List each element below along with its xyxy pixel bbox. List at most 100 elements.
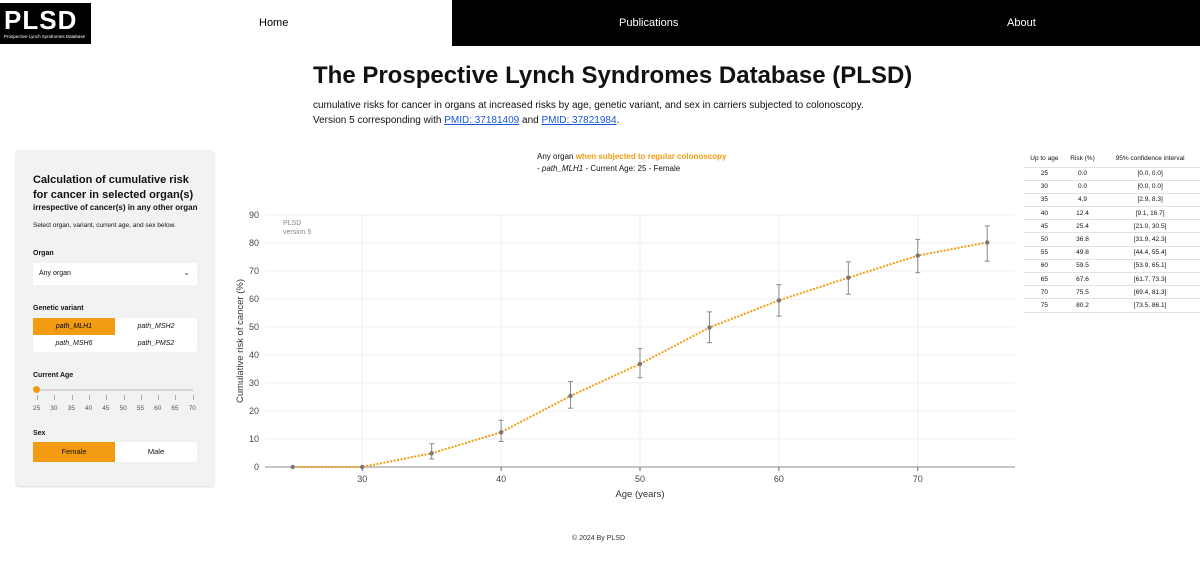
y-tick-label: 70: [249, 266, 259, 276]
pmid-link-2[interactable]: PMID: 37821984: [541, 115, 617, 126]
y-tick-label: 20: [249, 406, 259, 416]
variant-button-msh6[interactable]: path_MSH6: [55, 340, 93, 347]
table-cell-risk: 80.2: [1064, 298, 1101, 313]
table-cell-risk: 67.6: [1064, 271, 1101, 286]
table-cell-age: 65: [1024, 271, 1065, 286]
risk-point: [776, 298, 782, 303]
sex-selector: Female Male: [33, 442, 197, 462]
organ-select[interactable]: Any organ ⌄: [33, 263, 197, 285]
nav-about[interactable]: About: [1007, 17, 1036, 29]
end-period: .: [616, 115, 620, 126]
x-tick-label: 40: [496, 474, 506, 484]
table-cell-ci: [9.1, 16.7]: [1100, 206, 1200, 220]
x-tick-label: 60: [774, 474, 784, 484]
chart-subtitle-prefix: -: [537, 164, 542, 173]
table-row: 30 0.0 [0.0, 0.0]: [1024, 179, 1200, 194]
y-tick-label: 60: [249, 294, 259, 304]
age-slider-track[interactable]: [36, 389, 193, 391]
table-cell-risk: 36.8: [1064, 232, 1101, 247]
age-tick: [71, 395, 73, 400]
version-prefix: Version 5 corresponding with: [313, 115, 445, 126]
nav-publications[interactable]: Publications: [619, 17, 679, 29]
age-tick-label: 40: [84, 405, 93, 412]
variant-selector: path_MLH1 path_MSH2 path_MSH6 path_PMS2: [33, 318, 197, 352]
table-row: 40 12.4 [9.1, 16.7]: [1024, 206, 1200, 220]
table-cell-age: 25: [1024, 166, 1065, 181]
table-row: 55 49.8 [44.4, 55.4]: [1024, 245, 1200, 260]
table-cell-age: 55: [1024, 245, 1065, 260]
variant-button-mlh1[interactable]: path_MLH1: [33, 318, 115, 335]
age-label: Current Age: [33, 372, 74, 379]
panel-title: Calculation of cumulative risk for cance…: [33, 174, 194, 201]
age-tick: [123, 395, 125, 400]
version-line: Version 5 corresponding with PMID: 37181…: [313, 115, 619, 126]
nav-home[interactable]: Home: [91, 0, 452, 46]
variant-label: Genetic variant: [33, 305, 84, 312]
age-tick: [192, 395, 194, 400]
y-axis-label: Cumulative risk of cancer (%): [235, 279, 246, 403]
pmid-link-1[interactable]: PMID: 37181409: [444, 115, 520, 126]
risk-point: [846, 275, 851, 280]
y-tick-label: 30: [249, 378, 259, 388]
risk-point: [360, 464, 365, 470]
age-tick: [175, 395, 177, 400]
chart-subtitle-rest: - Current Age: 25 - Female: [583, 164, 681, 173]
logo-subtitle: Prospective Lynch Syndromes Database: [4, 34, 86, 39]
page-subtitle: cumulative risks for cancer in organs at…: [313, 100, 864, 111]
x-axis-label: Age (years): [615, 489, 664, 500]
y-tick-label: 40: [249, 350, 259, 360]
nav-dark-area: Publications About: [452, 0, 1200, 46]
age-tick-label: 60: [154, 405, 162, 412]
age-tick: [106, 395, 108, 400]
x-tick-label: 50: [635, 474, 645, 484]
age-tick-label: 55: [136, 405, 145, 412]
sex-button-male[interactable]: Male: [147, 447, 165, 456]
variant-button-msh2[interactable]: path_MSH2: [137, 323, 175, 330]
table-cell-age: 40: [1024, 206, 1065, 220]
age-tick: [54, 395, 56, 400]
logo-text: PLSD: [4, 5, 78, 35]
plsd-logo[interactable]: PLSD Prospective Lynch Syndromes Databas…: [0, 3, 91, 44]
table-row: 70 75.5 [69.4, 81.3]: [1024, 285, 1200, 299]
table-cell-ci: [0.0, 0.0]: [1100, 179, 1200, 194]
age-tick-label: 25: [33, 405, 41, 412]
table-row: 60 59.5 [53.9, 65.1]: [1024, 258, 1200, 273]
table-header-ci: 95% confidence interval: [1115, 154, 1185, 162]
age-tick: [37, 395, 38, 400]
risk-point: [429, 451, 434, 456]
panel-irrespective-note: irrespective of cancer(s) in any other o…: [33, 203, 198, 212]
risk-point: [568, 393, 573, 399]
table-cell-age: 50: [1024, 232, 1065, 247]
chart-subtitle-variant: path_MLH1: [541, 164, 584, 173]
age-tick: [88, 395, 90, 400]
age-tick-label: 45: [102, 405, 110, 412]
age-tick: [140, 395, 142, 400]
risk-table: Up to age Risk (%) 95% confidence interv…: [1024, 150, 1200, 313]
organ-select-value: Any organ: [39, 270, 71, 277]
x-tick-label: 70: [913, 474, 923, 484]
calculation-panel: Calculation of cumulative risk for cance…: [16, 150, 214, 486]
table-cell-risk: 75.5: [1064, 285, 1101, 299]
age-slider-thumb[interactable]: [33, 386, 40, 393]
risk-point: [915, 253, 920, 258]
risk-chart: 0 10 20 30 40 50 60 70 80 90 30 40 50 60 70 Age (years)…: [235, 210, 1015, 500]
table-header-risk: Risk (%): [1070, 154, 1095, 162]
variant-button-pms2[interactable]: path_PMS2: [137, 340, 175, 347]
table-cell-ci: [53.9, 65.1]: [1100, 258, 1200, 273]
table-cell-risk: 4.9: [1064, 192, 1101, 207]
risk-point: [985, 240, 990, 245]
chart-title-organ: Any organ: [537, 152, 576, 161]
table-cell-risk: 49.8: [1064, 245, 1101, 260]
table-cell-age: 70: [1024, 285, 1065, 299]
panel-instruction: Select organ, variant, current age, and …: [33, 222, 176, 229]
chart-watermark-version: version 5: [283, 229, 312, 236]
sex-button-female[interactable]: Female: [33, 442, 115, 462]
table-cell-age: 75: [1024, 298, 1065, 313]
chart-subtitle: - path_MLH1 - Current Age: 25 - Female: [537, 164, 680, 173]
age-tick-label: 70: [188, 405, 196, 412]
y-tick-label: 0: [254, 462, 259, 472]
risk-point: [290, 464, 295, 470]
organ-label: Organ: [33, 250, 54, 257]
table-cell-ci: [2.9, 8.3]: [1100, 192, 1200, 207]
risk-point: [707, 325, 712, 330]
